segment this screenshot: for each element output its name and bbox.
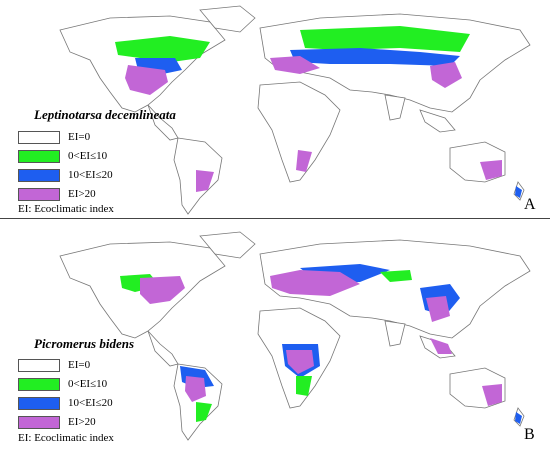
eurasia-low-area-b — [380, 270, 412, 282]
india-land — [384, 320, 406, 347]
ei-note: EI: Ecoclimatic index — [18, 432, 114, 444]
ei-note: EI: Ecoclimatic index — [18, 203, 114, 215]
africa-high-area-a — [296, 150, 312, 172]
legend-swatch — [18, 416, 60, 429]
legend-swatch — [18, 378, 60, 391]
world-map-a — [59, 5, 531, 215]
eurasia-high-area-a — [270, 56, 320, 74]
legend-swatch — [18, 169, 60, 182]
africa-high-area-b — [286, 350, 314, 374]
na-high-area-a — [125, 65, 168, 95]
asia-high-area-b — [426, 296, 450, 322]
legend-swatch — [18, 150, 60, 163]
species-name: Picromerus bidens — [34, 336, 135, 351]
australia-high-area-a — [480, 160, 502, 180]
legend-label: EI=0 — [68, 131, 91, 143]
panel-letter: A — [524, 196, 536, 213]
suitability-areas-b — [120, 264, 522, 424]
legend-label: 10<EI≤20 — [68, 169, 113, 181]
sa-low-area-b — [196, 402, 212, 422]
legend-swatch — [18, 359, 60, 372]
greenland-land — [199, 231, 256, 259]
eurasia-high-area-b — [270, 270, 360, 296]
central-america-land — [147, 330, 179, 367]
world-map-b — [59, 231, 531, 441]
eurasia-low-area-a — [300, 26, 470, 52]
asia-high-area-a — [430, 62, 462, 88]
greenland-land — [199, 5, 256, 33]
legend-swatch — [18, 131, 60, 144]
sea-high-area-b — [430, 338, 452, 354]
sa-high-area-a — [196, 170, 214, 192]
legend-label: EI=0 — [68, 359, 91, 371]
na-high-area-b — [140, 276, 185, 304]
africa-low-area-b — [296, 376, 312, 396]
map-panel-a: Leptinotarsa decemlineata EI=0 0<EI≤10 1… — [0, 0, 550, 222]
africa-land — [257, 81, 341, 183]
legend-label: 10<EI≤20 — [68, 397, 113, 409]
legend-label: 0<EI≤10 — [68, 150, 108, 162]
nz-mid-area-a — [515, 186, 522, 198]
india-land — [384, 94, 406, 121]
nz-mid-area-b — [515, 412, 522, 424]
map-panel-b: Picromerus bidens EI=0 0<EI≤10 10<EI≤20 … — [0, 226, 550, 449]
species-name: Leptinotarsa decemlineata — [34, 107, 176, 122]
na-low-area-a — [115, 36, 210, 62]
legend-swatch — [18, 188, 60, 201]
eurasia-mid-area-a — [290, 48, 460, 66]
panel-divider — [0, 218, 550, 219]
australia-high-area-b — [482, 384, 502, 406]
sa-high-area-b — [185, 376, 206, 402]
suitability-areas-a — [115, 26, 522, 198]
southeast-asia-land — [419, 109, 456, 133]
panel-letter: B — [524, 426, 535, 443]
legend-label: EI>20 — [68, 416, 96, 428]
europe-asia-land — [259, 239, 531, 339]
legend-label: EI>20 — [68, 188, 96, 200]
legend-label: 0<EI≤10 — [68, 378, 108, 390]
legend-swatch — [18, 397, 60, 410]
